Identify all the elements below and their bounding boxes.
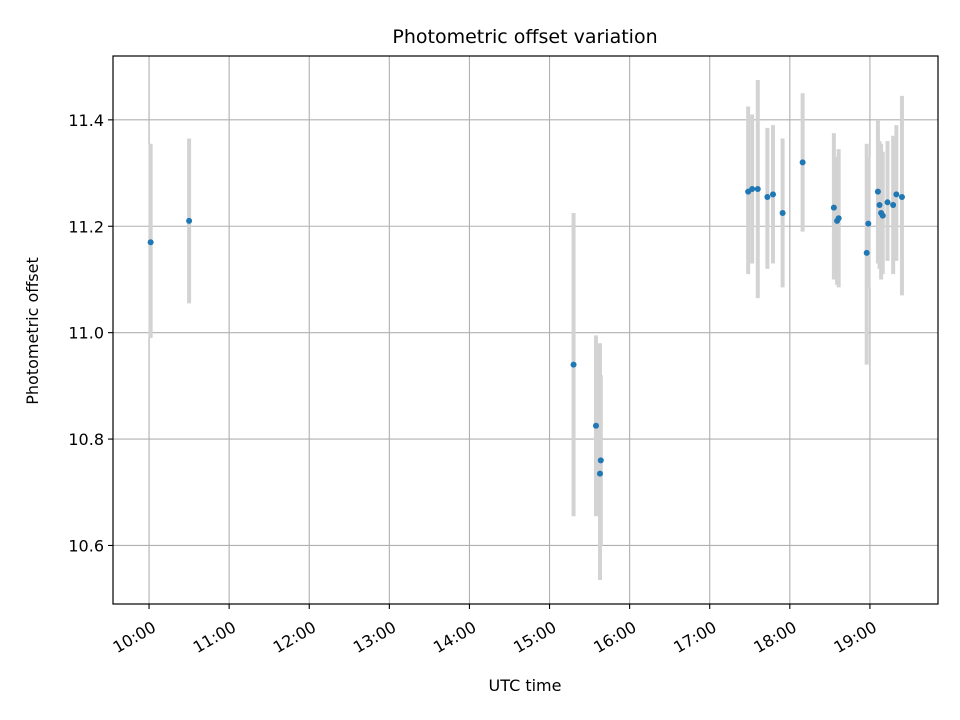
plot-area-frame xyxy=(112,55,939,605)
y-tick-label: 11.0 xyxy=(68,324,104,343)
data-point xyxy=(597,457,604,464)
grid-lines xyxy=(113,56,938,604)
chart-title: Photometric offset variation xyxy=(392,26,657,48)
data-point xyxy=(799,159,806,166)
data-point xyxy=(147,239,154,246)
data-point xyxy=(592,422,599,429)
data-point xyxy=(890,201,897,208)
data-point xyxy=(835,215,842,222)
y-tick-label: 10.6 xyxy=(68,536,104,555)
data-point xyxy=(754,186,761,193)
y-axis-ticks: 10.6 10.8 11.0 11.2 11.4 xyxy=(68,111,113,555)
data-point xyxy=(898,193,905,200)
data-point xyxy=(876,201,883,208)
y-axis-title: Photometric offset xyxy=(23,257,42,405)
data-point xyxy=(874,188,881,195)
y-tick-label: 11.4 xyxy=(68,111,104,130)
data-point xyxy=(779,209,786,216)
data-point xyxy=(863,249,870,256)
data-point xyxy=(186,217,193,224)
y-tick-label: 11.2 xyxy=(68,217,104,236)
data-point xyxy=(770,191,776,198)
data-point xyxy=(879,212,886,219)
y-tick-label: 10.8 xyxy=(68,430,104,449)
x-axis-title: UTC time xyxy=(489,676,562,695)
data-point xyxy=(830,204,837,211)
data-point xyxy=(570,361,577,368)
data-point xyxy=(764,193,771,200)
data-point xyxy=(865,220,872,227)
data-point xyxy=(749,186,756,193)
data-point xyxy=(884,199,891,206)
data-points xyxy=(147,159,905,477)
data-point xyxy=(596,470,603,477)
data-point xyxy=(893,191,900,198)
